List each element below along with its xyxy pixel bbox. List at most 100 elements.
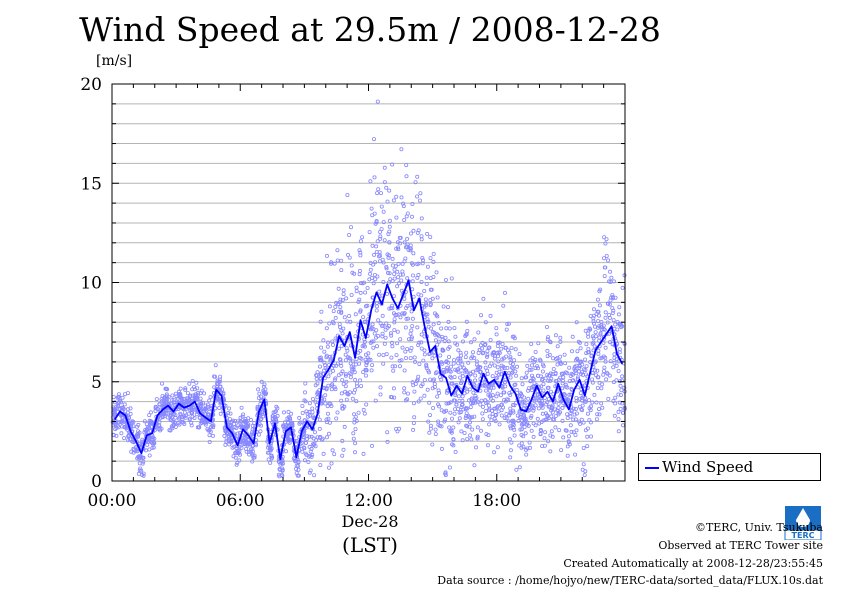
scatter-point: [583, 367, 588, 372]
scatter-point: [486, 392, 491, 397]
scatter-point: [339, 398, 344, 403]
scatter-point: [569, 429, 574, 434]
scatter-point: [483, 388, 488, 393]
scatter-point: [491, 385, 496, 390]
scatter-point: [329, 461, 334, 466]
scatter-point: [446, 354, 451, 359]
scatter-point: [597, 412, 602, 417]
scatter-point: [324, 253, 329, 258]
scatter-point: [410, 316, 415, 321]
scatter-point: [604, 237, 609, 242]
scatter-point: [358, 290, 363, 295]
scatter-point: [443, 470, 448, 475]
scatter-point: [243, 424, 248, 429]
scatter-point: [234, 426, 239, 431]
scatter-point: [588, 327, 593, 332]
scatter-point: [257, 422, 262, 427]
scatter-point: [328, 261, 333, 266]
scatter-point: [409, 345, 414, 350]
scatter-point: [558, 339, 563, 344]
scatter-point: [405, 391, 410, 396]
scatter-point: [326, 465, 331, 470]
scatter-point: [548, 378, 553, 383]
scatter-point: [122, 436, 127, 441]
scatter-point: [577, 369, 582, 374]
scatter-point: [505, 365, 510, 370]
scatter-point: [404, 214, 409, 219]
scatter-point: [453, 393, 458, 398]
scatter-point: [380, 334, 385, 339]
scatter-point: [325, 404, 330, 409]
scatter-point: [566, 440, 571, 445]
scatter-point: [357, 268, 362, 273]
scatter-point: [165, 415, 170, 420]
scatter-point: [509, 345, 514, 350]
scatter-point: [582, 473, 587, 478]
scatter-point: [456, 420, 461, 425]
scatter-point: [221, 391, 226, 396]
scatter-point: [428, 256, 433, 261]
scatter-point: [549, 408, 554, 413]
scatter-point: [363, 373, 368, 378]
scatter-point: [374, 220, 379, 225]
scatter-point: [597, 335, 602, 340]
scatter-point: [391, 198, 396, 203]
scatter-point: [229, 440, 234, 445]
scatter-point: [603, 359, 608, 364]
scatter-point: [147, 453, 152, 458]
scatter-point: [415, 275, 420, 280]
scatter-point: [471, 400, 476, 405]
scatter-point: [448, 400, 453, 405]
scatter-point: [481, 350, 486, 355]
scatter-point: [428, 302, 433, 307]
scatter-point: [255, 404, 260, 409]
scatter-point: [240, 414, 245, 419]
scatter-point: [283, 449, 288, 454]
scatter-point: [359, 384, 364, 389]
scatter-point: [194, 380, 199, 385]
scatter-point: [150, 437, 155, 442]
scatter-point: [470, 350, 475, 355]
scatter-point: [480, 411, 485, 416]
scatter-point: [408, 231, 413, 236]
scatter-point: [589, 354, 594, 359]
scatter-point: [381, 279, 386, 284]
scatter-point: [525, 420, 530, 425]
scatter-point: [463, 367, 468, 372]
scatter-point: [511, 410, 516, 415]
scatter-point: [524, 447, 529, 452]
scatter-point: [353, 441, 358, 446]
scatter-point: [280, 461, 285, 466]
scatter-point: [195, 392, 200, 397]
scatter-point: [435, 394, 440, 399]
scatter-point: [432, 385, 437, 390]
scatter-point: [422, 288, 427, 293]
scatter-point: [153, 408, 158, 413]
scatter-point: [583, 469, 588, 474]
scatter-point: [513, 400, 518, 405]
scatter-point: [425, 317, 430, 322]
scatter-point: [237, 458, 242, 463]
scatter-point: [473, 400, 478, 405]
scatter-point: [187, 381, 192, 386]
scatter-point: [309, 454, 314, 459]
scatter-point: [528, 415, 533, 420]
scatter-point: [616, 429, 621, 434]
scatter-point: [546, 439, 551, 444]
scatter-point: [559, 371, 564, 376]
scatter-point: [431, 274, 436, 279]
scatter-point: [581, 462, 586, 467]
scatter-point: [456, 394, 461, 399]
scatter-point: [139, 472, 144, 477]
scatter-point: [263, 392, 268, 397]
scatter-point: [621, 423, 626, 428]
scatter-point: [339, 344, 344, 349]
scatter-point: [387, 224, 392, 229]
scatter-point: [286, 409, 291, 414]
scatter-point: [519, 445, 524, 450]
scatter-point: [590, 400, 595, 405]
scatter-point: [594, 373, 599, 378]
scatter-point: [306, 459, 311, 464]
scatter-point: [548, 340, 553, 345]
scatter-point: [513, 347, 518, 352]
